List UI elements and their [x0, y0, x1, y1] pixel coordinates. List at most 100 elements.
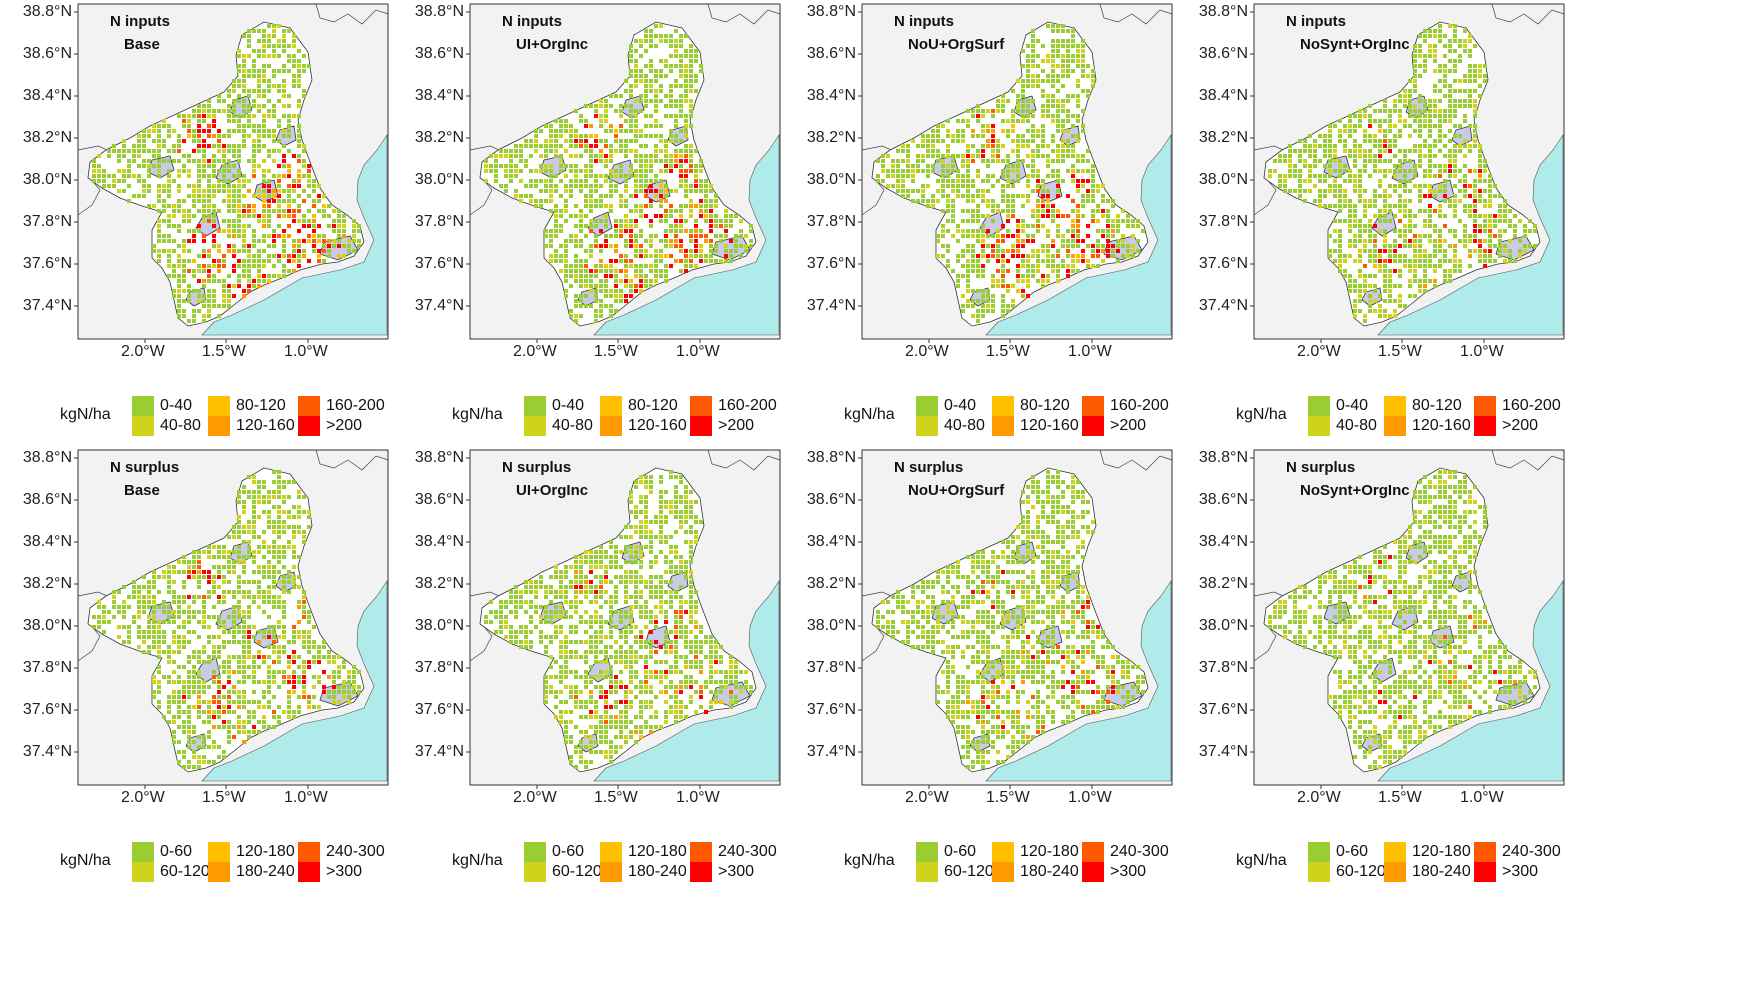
raster-cell [1343, 129, 1347, 133]
raster-cell [262, 209, 266, 213]
raster-cell [1403, 124, 1407, 128]
raster-cell [147, 174, 151, 178]
raster-cell [1383, 194, 1387, 198]
raster-cell [202, 605, 206, 609]
raster-cell [639, 244, 643, 248]
raster-cell [232, 294, 236, 298]
raster-cell [222, 219, 226, 223]
raster-cell [262, 610, 266, 614]
raster-cell [674, 224, 678, 228]
raster-cell [282, 605, 286, 609]
raster-cell [1363, 264, 1367, 268]
raster-cell [1393, 104, 1397, 108]
raster-cell [629, 119, 633, 123]
raster-cell [122, 179, 126, 183]
raster-cell [689, 124, 693, 128]
raster-cell [142, 149, 146, 153]
raster-cell [1106, 229, 1110, 233]
raster-cell [257, 239, 261, 243]
raster-cell [896, 164, 900, 168]
raster-cell [117, 610, 121, 614]
raster-cell [232, 284, 236, 288]
raster-cell [649, 39, 653, 43]
raster-cell [1403, 159, 1407, 163]
raster-cell [1483, 219, 1487, 223]
raster-cell [162, 234, 166, 238]
raster-cell [202, 615, 206, 619]
raster-cell [272, 109, 276, 113]
raster-cell [222, 294, 226, 298]
raster-cell [177, 304, 181, 308]
raster-cell [1398, 284, 1402, 288]
raster-cell [981, 159, 985, 163]
raster-cell [981, 304, 985, 308]
raster-cell [182, 595, 186, 599]
raster-cell [277, 550, 281, 554]
raster-cell [1091, 69, 1095, 73]
raster-cell [252, 535, 256, 539]
raster-cell [172, 570, 176, 574]
raster-cell [1303, 164, 1307, 168]
raster-cell [1443, 224, 1447, 228]
raster-cell [287, 495, 291, 499]
raster-cell [634, 59, 638, 63]
raster-cell [177, 209, 181, 213]
raster-cell [292, 189, 296, 193]
raster-cell [921, 169, 925, 173]
legend-item: 160-200 [1082, 396, 1169, 416]
raster-cell [162, 204, 166, 208]
raster-cell [1398, 234, 1402, 238]
raster-cell [609, 184, 613, 188]
raster-cell [222, 545, 226, 549]
raster-cell [227, 219, 231, 223]
raster-cell [312, 655, 316, 659]
raster-cell [1403, 119, 1407, 123]
raster-cell [312, 184, 316, 188]
raster-cell [252, 229, 256, 233]
raster-cell [232, 129, 236, 133]
raster-cell [267, 179, 271, 183]
raster-cell [267, 44, 271, 48]
raster-cell [1383, 249, 1387, 253]
raster-cell [1066, 154, 1070, 158]
raster-cell [217, 279, 221, 283]
raster-cell [197, 595, 201, 599]
raster-cell [634, 174, 638, 178]
raster-cell [182, 625, 186, 629]
raster-cell [292, 239, 296, 243]
raster-cell [689, 189, 693, 193]
raster-cell [669, 129, 673, 133]
raster-cell [579, 144, 583, 148]
raster-cell [1136, 224, 1140, 228]
raster-cell [544, 199, 548, 203]
raster-cell [122, 189, 126, 193]
raster-cell [1348, 154, 1352, 158]
raster-cell [599, 284, 603, 288]
raster-cell [1358, 169, 1362, 173]
raster-cell [272, 640, 276, 644]
raster-cell [1121, 219, 1125, 223]
raster-cell [1071, 154, 1075, 158]
raster-cell [1413, 69, 1417, 73]
raster-cell [342, 244, 346, 248]
raster-cell [614, 234, 618, 238]
raster-cell [232, 194, 236, 198]
raster-cell [1478, 254, 1482, 258]
raster-cell [177, 610, 181, 614]
raster-cell [1021, 79, 1025, 83]
raster-cell [669, 169, 673, 173]
raster-cell [192, 259, 196, 263]
raster-cell [197, 104, 201, 108]
raster-cell [322, 244, 326, 248]
raster-cell [946, 129, 950, 133]
raster-cell [1091, 199, 1095, 203]
raster-cell [1468, 144, 1472, 148]
raster-cell [1378, 254, 1382, 258]
raster-cell [142, 585, 146, 589]
raster-cell [484, 169, 488, 173]
raster-cell [127, 184, 131, 188]
raster-cell [1323, 189, 1327, 193]
raster-cell [1056, 99, 1060, 103]
raster-cell [594, 264, 598, 268]
raster-cell [277, 184, 281, 188]
